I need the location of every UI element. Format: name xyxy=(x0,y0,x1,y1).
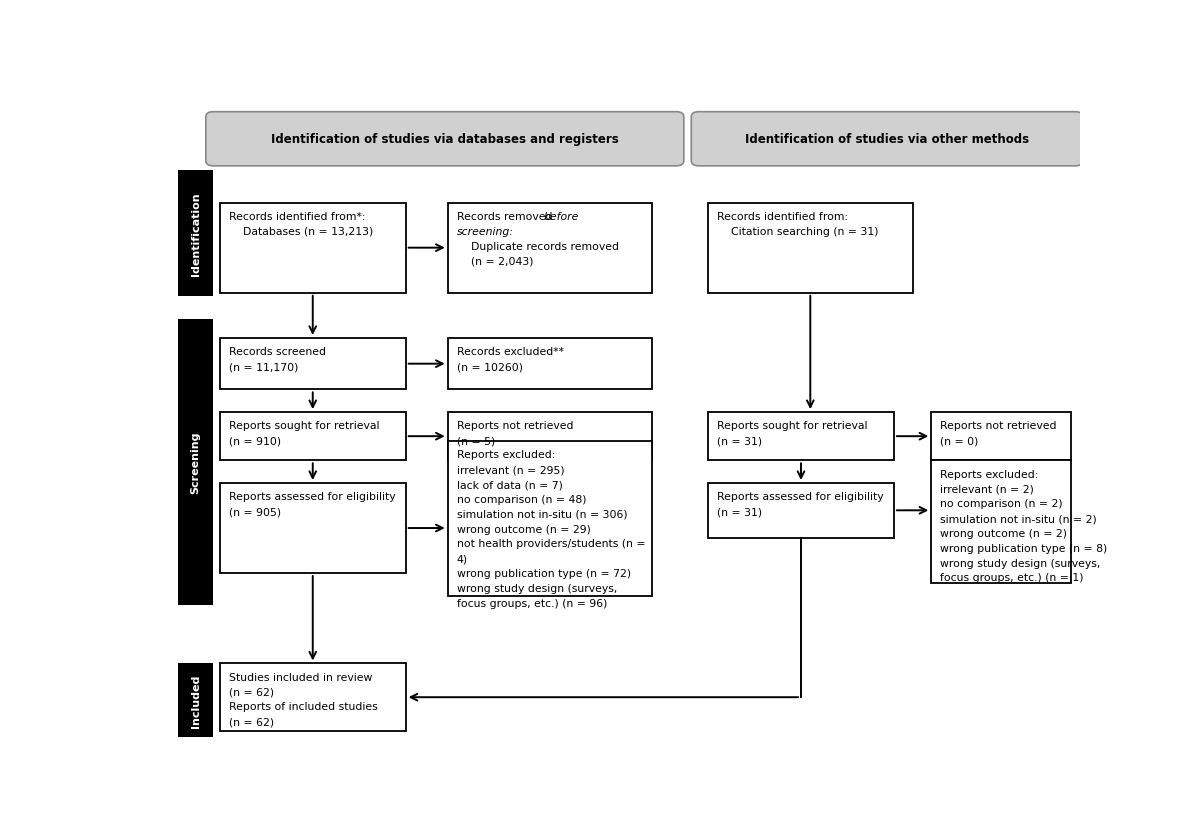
Text: focus groups, etc.) (n = 1): focus groups, etc.) (n = 1) xyxy=(941,573,1084,583)
Text: Reports of included studies: Reports of included studies xyxy=(229,701,378,711)
Text: Reports not retrieved: Reports not retrieved xyxy=(457,421,574,431)
FancyBboxPatch shape xyxy=(178,171,214,297)
Text: Studies included in review: Studies included in review xyxy=(229,672,372,682)
Text: Records excluded**: Records excluded** xyxy=(457,347,564,357)
Text: Records identified from:: Records identified from: xyxy=(718,212,848,222)
FancyBboxPatch shape xyxy=(220,339,406,390)
Text: Reports excluded:: Reports excluded: xyxy=(941,469,1039,479)
Text: 4): 4) xyxy=(457,553,468,563)
FancyBboxPatch shape xyxy=(708,203,912,293)
FancyBboxPatch shape xyxy=(448,203,653,293)
FancyBboxPatch shape xyxy=(178,319,214,605)
Text: (n = 31): (n = 31) xyxy=(718,507,762,517)
Text: before: before xyxy=(544,212,578,222)
Text: Reports sought for retrieval: Reports sought for retrieval xyxy=(718,421,868,431)
Text: wrong outcome (n = 29): wrong outcome (n = 29) xyxy=(457,524,590,534)
Text: Records identified from*:: Records identified from*: xyxy=(229,212,366,222)
Text: Reports not retrieved: Reports not retrieved xyxy=(941,421,1057,431)
FancyBboxPatch shape xyxy=(708,483,894,538)
FancyBboxPatch shape xyxy=(448,339,653,390)
Text: (n = 62): (n = 62) xyxy=(229,716,274,726)
Text: (n = 910): (n = 910) xyxy=(229,436,281,446)
FancyBboxPatch shape xyxy=(220,203,406,293)
Text: (n = 0): (n = 0) xyxy=(941,436,979,446)
FancyBboxPatch shape xyxy=(448,441,653,596)
Text: Databases (n = 13,213): Databases (n = 13,213) xyxy=(229,227,373,237)
FancyBboxPatch shape xyxy=(220,412,406,461)
Text: (n = 31): (n = 31) xyxy=(718,436,762,446)
Text: wrong publication type (n = 8): wrong publication type (n = 8) xyxy=(941,543,1108,553)
Text: Reports sought for retrieval: Reports sought for retrieval xyxy=(229,421,379,431)
Text: irrelevant (n = 2): irrelevant (n = 2) xyxy=(941,484,1034,494)
Text: Identification of studies via other methods: Identification of studies via other meth… xyxy=(745,133,1030,146)
Text: Identification of studies via databases and registers: Identification of studies via databases … xyxy=(271,133,619,146)
FancyBboxPatch shape xyxy=(931,461,1070,584)
Text: (n = 11,170): (n = 11,170) xyxy=(229,362,299,372)
Text: (n = 905): (n = 905) xyxy=(229,507,281,517)
Text: not health providers/students (n =: not health providers/students (n = xyxy=(457,538,646,548)
Text: wrong outcome (n = 2): wrong outcome (n = 2) xyxy=(941,528,1068,538)
Text: lack of data (n = 7): lack of data (n = 7) xyxy=(457,480,563,489)
Text: focus groups, etc.) (n = 96): focus groups, etc.) (n = 96) xyxy=(457,598,607,608)
Text: (n = 2,043): (n = 2,043) xyxy=(457,256,534,266)
Text: wrong study design (surveys,: wrong study design (surveys, xyxy=(941,558,1100,568)
Text: wrong publication type (n = 72): wrong publication type (n = 72) xyxy=(457,568,631,579)
Text: Reports assessed for eligibility: Reports assessed for eligibility xyxy=(718,492,884,502)
FancyBboxPatch shape xyxy=(220,664,406,732)
Text: no comparison (n = 48): no comparison (n = 48) xyxy=(457,494,587,504)
Text: Records removed: Records removed xyxy=(457,212,556,222)
Text: screening:: screening: xyxy=(457,227,514,237)
FancyBboxPatch shape xyxy=(220,483,406,573)
Text: (n = 5): (n = 5) xyxy=(457,436,496,446)
Text: simulation not in-situ (n = 2): simulation not in-situ (n = 2) xyxy=(941,513,1097,523)
Text: (n = 10260): (n = 10260) xyxy=(457,362,523,372)
FancyBboxPatch shape xyxy=(178,664,214,737)
Text: wrong study design (surveys,: wrong study design (surveys, xyxy=(457,584,617,593)
Text: (n = 62): (n = 62) xyxy=(229,686,274,696)
FancyBboxPatch shape xyxy=(931,412,1070,461)
Text: Reports excluded:: Reports excluded: xyxy=(457,450,556,460)
Text: Reports assessed for eligibility: Reports assessed for eligibility xyxy=(229,492,396,502)
Text: irrelevant (n = 295): irrelevant (n = 295) xyxy=(457,465,564,475)
FancyBboxPatch shape xyxy=(448,412,653,461)
Text: simulation not in-situ (n = 306): simulation not in-situ (n = 306) xyxy=(457,509,628,519)
Text: Records screened: Records screened xyxy=(229,347,326,357)
Text: Citation searching (n = 31): Citation searching (n = 31) xyxy=(718,227,878,237)
Text: Included: Included xyxy=(191,674,200,727)
Text: no comparison (n = 2): no comparison (n = 2) xyxy=(941,499,1063,509)
Text: Screening: Screening xyxy=(191,431,200,493)
FancyBboxPatch shape xyxy=(206,113,684,166)
Text: Duplicate records removed: Duplicate records removed xyxy=(457,242,619,252)
Text: Identification: Identification xyxy=(191,192,200,276)
FancyBboxPatch shape xyxy=(691,113,1082,166)
FancyBboxPatch shape xyxy=(708,412,894,461)
